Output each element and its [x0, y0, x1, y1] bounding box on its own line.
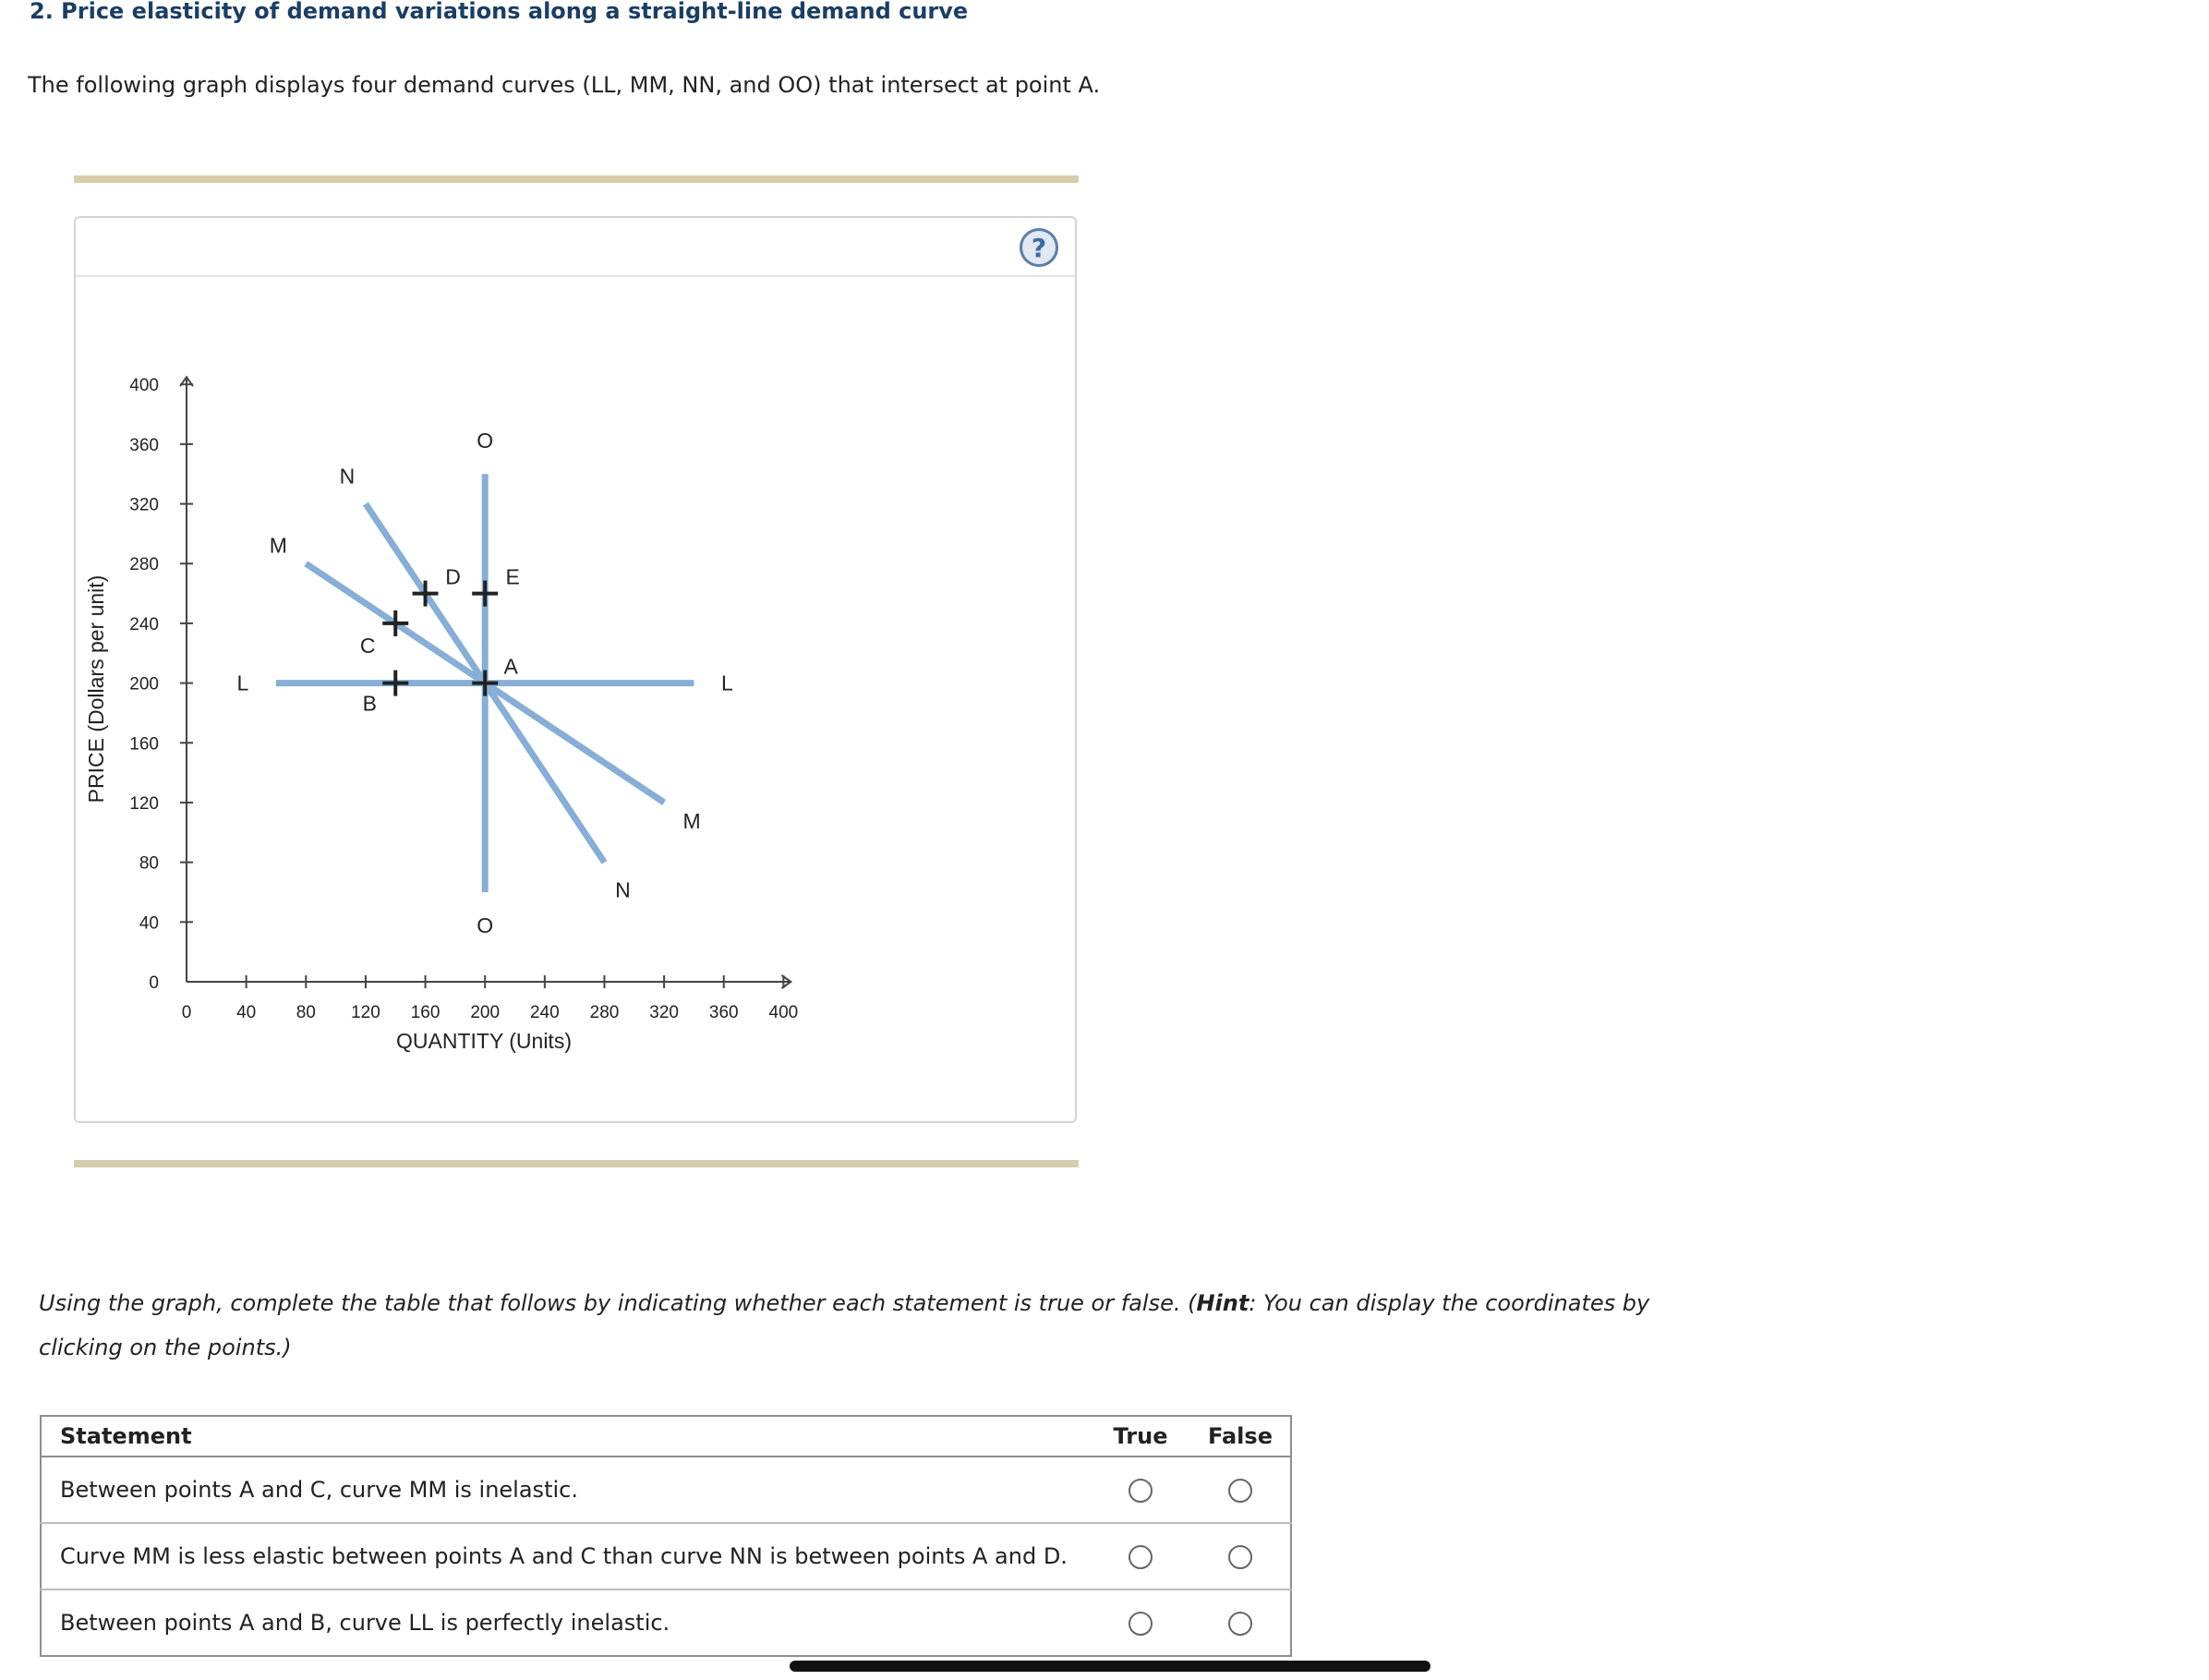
hint-label: Hint: [1196, 1290, 1249, 1316]
point-c-marker[interactable]: [382, 610, 409, 636]
instructions-text-end: : You can display the coordinates by cli…: [39, 1290, 1650, 1360]
x-tick-label: 80: [296, 1003, 316, 1022]
point-d-marker[interactable]: [412, 580, 439, 607]
y-tick-label: 40: [139, 913, 159, 933]
instructions: Using the graph, complete the table that…: [39, 1281, 1701, 1370]
x-tick-label: 200: [470, 1003, 500, 1022]
false-radio[interactable]: [1228, 1479, 1252, 1503]
y-tick-label: 360: [129, 436, 159, 455]
x-tick-label: 280: [590, 1003, 620, 1022]
statement-text: Between points A and B, curve LL is perf…: [60, 1610, 670, 1636]
horizontal-scrollbar[interactable]: [790, 1661, 1430, 1672]
curve-label: M: [270, 533, 287, 557]
table-row: Curve MM is less elastic between points …: [41, 1523, 1291, 1590]
y-axis-arrow-icon: [179, 375, 194, 387]
y-tick-label: 320: [129, 496, 159, 515]
y-tick-label: 280: [129, 555, 159, 574]
statement-text: Between points A and C, curve MM is inel…: [41, 1456, 1091, 1524]
point-b-marker[interactable]: [382, 670, 409, 696]
point-label: D: [445, 565, 461, 589]
table-row: Between points A and C, curve MM is inel…: [41, 1456, 1291, 1524]
curve-label: L: [721, 671, 733, 695]
y-tick-label: 400: [129, 376, 159, 395]
instructions-text: Using the graph, complete the table that…: [39, 1290, 1197, 1316]
curve-label: O: [477, 429, 493, 453]
demand-graph: 0 40 80 120 160 200 240 280 320 360 400 0 40 80 120 160…: [84, 375, 799, 1053]
bottom-divider: [74, 1160, 1079, 1167]
y-tick-label: 120: [129, 794, 159, 814]
question-title: 2. Price elasticity of demand variations…: [30, 0, 969, 24]
y-tick-label: 240: [129, 615, 159, 635]
false-radio[interactable]: [1228, 1545, 1252, 1569]
point-label: C: [360, 634, 376, 658]
top-divider: [74, 175, 1079, 183]
x-tick-label: 160: [411, 1003, 441, 1022]
point-label: B: [363, 692, 377, 716]
y-axis-label: PRICE (Dollars per unit): [84, 575, 108, 804]
x-tick-label: 360: [709, 1003, 739, 1022]
statement-text: Curve MM is less elastic between points …: [41, 1523, 1091, 1590]
point-a-marker[interactable]: [472, 670, 499, 696]
true-radio[interactable]: [1129, 1479, 1153, 1503]
x-tick-label: 0: [182, 1003, 192, 1022]
statement-header: Statement: [41, 1416, 1091, 1457]
statement-table: Statement True False Between points A an…: [40, 1415, 1292, 1657]
true-radio[interactable]: [1129, 1612, 1153, 1636]
point-e-marker[interactable]: [472, 580, 499, 607]
false-radio[interactable]: [1228, 1612, 1252, 1636]
x-axis-label: QUANTITY (Units): [396, 1029, 572, 1053]
true-radio[interactable]: [1129, 1545, 1153, 1569]
x-tick-label: 40: [236, 1003, 256, 1022]
y-tick-label: 200: [129, 675, 159, 695]
point-label: E: [506, 565, 520, 589]
graph-panel: ? 0 40 80 120 160 200 240 280 320 360 400 0 40 80 120 1…: [74, 216, 1077, 1123]
y-tick-label: 0: [149, 973, 159, 993]
x-axis-arrow-icon: [780, 974, 793, 989]
false-header: False: [1190, 1416, 1291, 1457]
x-tick-label: 400: [769, 1003, 799, 1022]
y-tick-label: 80: [139, 854, 159, 874]
x-tick-label: 240: [530, 1003, 560, 1022]
x-tick-label: 320: [649, 1003, 679, 1022]
curve-label: M: [682, 809, 700, 833]
table-row: Between points A and B, curve LL is perf…: [41, 1589, 1291, 1656]
x-tick-label: 120: [351, 1003, 380, 1022]
help-icon[interactable]: ?: [1020, 228, 1058, 267]
curve-label: L: [237, 671, 249, 695]
question-intro: The following graph displays four demand…: [28, 72, 1101, 98]
true-header: True: [1091, 1416, 1190, 1457]
table-header-row: Statement True False: [41, 1416, 1291, 1457]
y-tick-label: 160: [129, 734, 159, 754]
graph-toolbar: ?: [76, 218, 1075, 277]
point-label: A: [504, 655, 519, 679]
curve-label: N: [615, 878, 631, 902]
curve-label: N: [340, 465, 356, 489]
curve-label: O: [477, 913, 493, 937]
